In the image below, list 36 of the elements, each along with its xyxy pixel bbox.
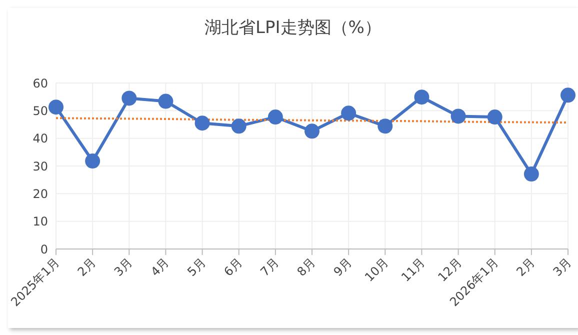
- x-tick-label: 2月: [74, 255, 99, 280]
- y-tick-label: 40: [32, 132, 48, 146]
- x-tick-label: 5月: [184, 255, 208, 280]
- y-tick-label: 50: [32, 104, 48, 118]
- y-tick-label: 0: [40, 242, 48, 256]
- y-tick-label: 10: [32, 214, 48, 229]
- x-tick-label: 8月: [294, 255, 318, 280]
- x-tick-label: 12月: [435, 255, 464, 284]
- x-tick-label: 3月: [111, 255, 136, 280]
- point: [85, 154, 100, 169]
- point: [304, 124, 320, 139]
- chart-title: 湖北省LPI走势图（%）: [204, 17, 382, 39]
- point: [194, 116, 210, 131]
- x-tick-label: 3月: [550, 255, 574, 280]
- point: [450, 108, 466, 124]
- y-tick-label: 60: [32, 76, 48, 90]
- point: [268, 110, 283, 125]
- point: [560, 88, 576, 103]
- x-tick-label: 11月: [398, 255, 428, 284]
- x-tick-label: 10月: [362, 255, 392, 284]
- point: [48, 100, 64, 115]
- point: [231, 118, 246, 134]
- point: [487, 110, 502, 125]
- x-tick-label: 2月: [514, 255, 538, 280]
- x-tick-label: 6月: [221, 255, 245, 280]
- point: [414, 90, 430, 105]
- point: [158, 94, 174, 109]
- point: [524, 166, 539, 182]
- point: [341, 106, 356, 121]
- x-tick-label: 9月: [330, 255, 355, 280]
- x-tick-label: 4月: [148, 255, 172, 280]
- y-tick-label: 30: [32, 159, 48, 174]
- y-tick-label: 20: [32, 186, 48, 201]
- point: [378, 118, 393, 134]
- x-tick-label: 7月: [258, 255, 282, 280]
- point: [122, 90, 137, 106]
